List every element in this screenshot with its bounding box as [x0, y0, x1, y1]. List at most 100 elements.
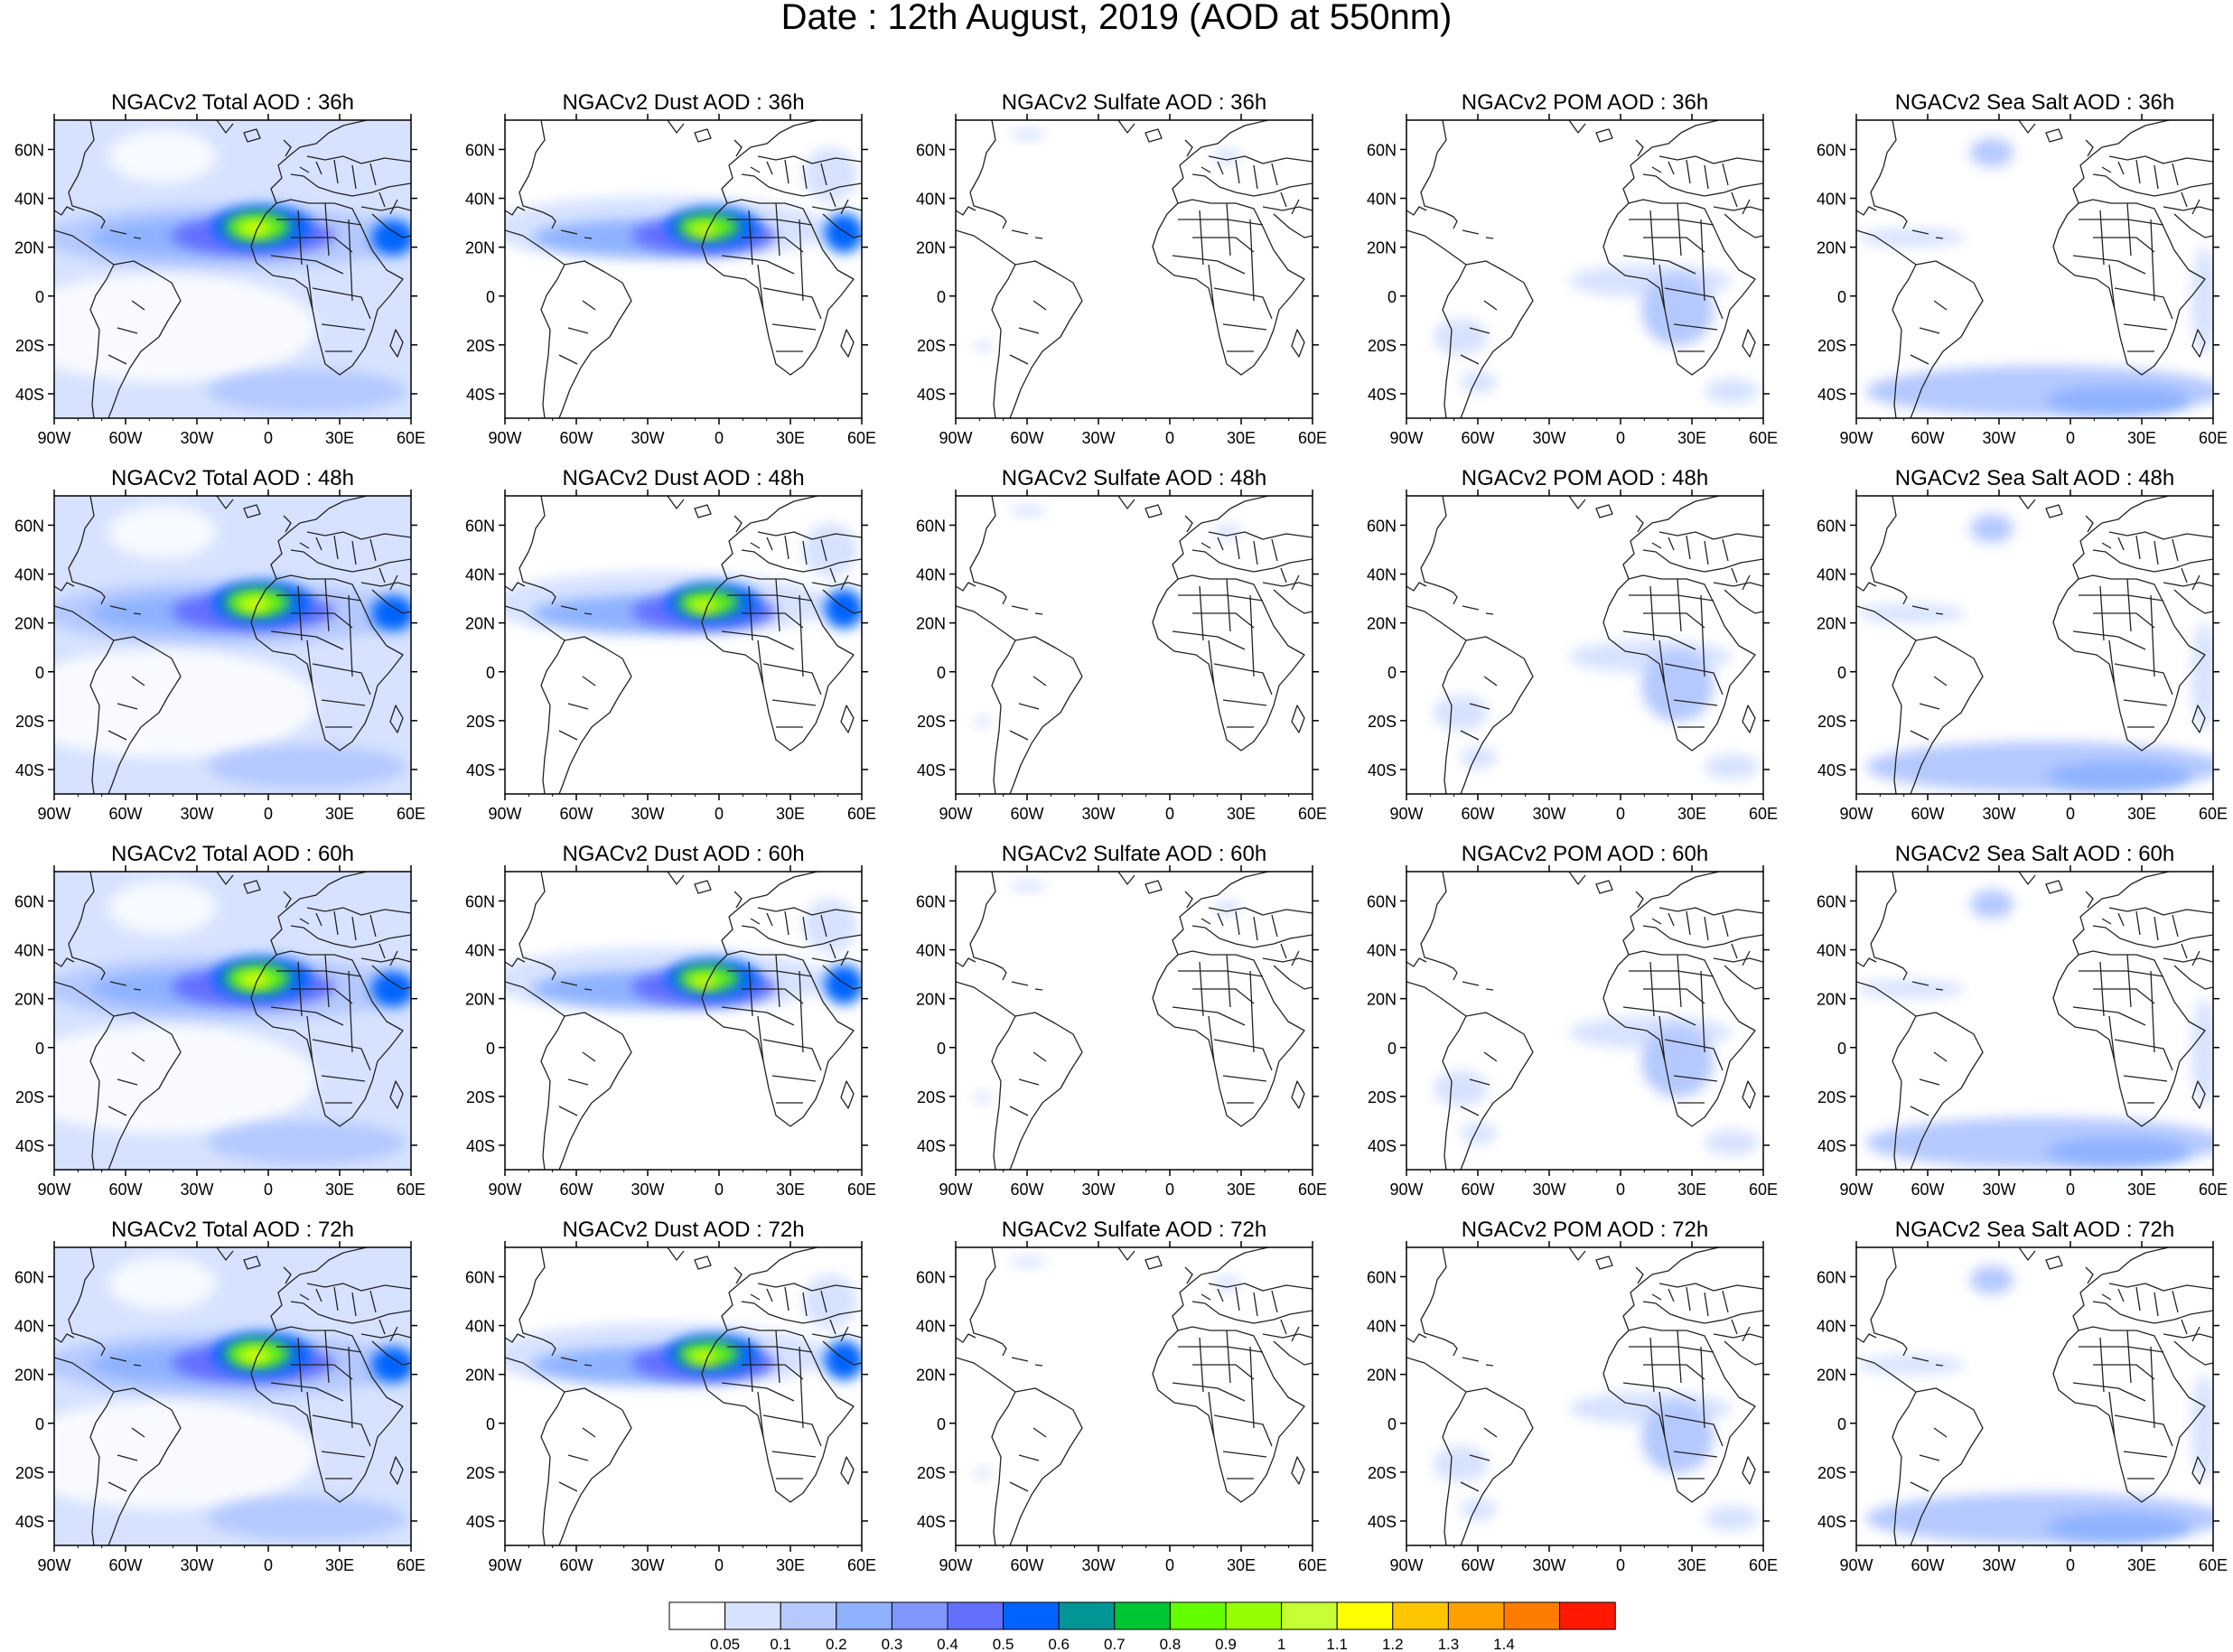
lat-tick-label: 40N [1367, 942, 1397, 960]
lon-tick-label: 90W [37, 1181, 70, 1199]
lat-tick-label: 40S [917, 761, 946, 779]
lat-tick-label: 20N [14, 1367, 44, 1385]
colorbar-swatch [1114, 1601, 1171, 1630]
map-frame [1406, 119, 1764, 419]
lon-tick-label: 30E [1677, 805, 1706, 823]
lat-tick-label: 20S [15, 1088, 44, 1106]
lat-tick-label: 40N [1367, 1318, 1397, 1336]
lon-tick-label: 30W [1532, 1556, 1565, 1574]
lat-tick-label: 20N [1367, 615, 1397, 633]
lat-tick-label: 60N [916, 517, 946, 535]
lat-tick-label: 40N [14, 191, 44, 209]
map-panel-pom-48h: NGACv2 POM AOD : 48h 60N 40N 20N 0 20S 40S 90W 6… [1367, 466, 1778, 823]
lat-tick-label: 40S [1817, 1137, 1846, 1155]
lon-tick-label: 60W [1010, 429, 1043, 447]
map-panel-dust-60h: NGACv2 Dust AOD : 60h 60N 40N 20N 0 20S 40S 90W… [465, 842, 876, 1199]
lon-tick-label: 90W [488, 429, 521, 447]
lon-tick-label: 60W [1911, 805, 1944, 823]
lat-tick-label: 0 [35, 288, 44, 306]
colorbar-label: 0.5 [993, 1636, 1014, 1652]
colorbar-swatch [836, 1601, 892, 1630]
lat-tick-label: 40N [465, 942, 495, 960]
map-frame [504, 871, 863, 1171]
map-panel-dust-72h: NGACv2 Dust AOD : 72h 60N 40N 20N 0 20S 40S 90W… [465, 1218, 876, 1574]
lat-tick-label: 20S [917, 713, 946, 731]
lon-tick-label: 30W [1532, 429, 1565, 447]
lon-tick-label: 0 [715, 805, 724, 823]
panel-title: NGACv2 POM AOD : 36h [1462, 90, 1708, 115]
lat-tick-label: 20S [466, 713, 495, 731]
lat-tick-label: 40N [465, 1318, 495, 1336]
lon-tick-label: 60W [1010, 805, 1043, 823]
colorbar-swatch [1058, 1601, 1116, 1630]
colorbar-label: 1 [1277, 1636, 1285, 1652]
lat-tick-label: 20N [14, 991, 44, 1009]
lat-tick-label: 40N [14, 1318, 44, 1336]
lon-tick-label: 90W [939, 805, 972, 823]
lon-tick-label: 60E [397, 1556, 425, 1574]
colorbar-swatch [668, 1601, 726, 1630]
lon-tick-label: 60W [108, 1556, 142, 1574]
lat-tick-label: 20S [1368, 337, 1397, 355]
lon-tick-label: 0 [264, 1181, 273, 1199]
lon-tick-label: 60E [1749, 805, 1778, 823]
lon-tick-label: 90W [1839, 1556, 1873, 1574]
map-panel-dust-48h: NGACv2 Dust AOD : 48h 60N 40N 20N 0 20S 40S 90W… [465, 466, 876, 823]
lat-tick-label: 0 [1837, 1415, 1846, 1433]
lon-tick-label: 30E [325, 429, 354, 447]
lon-tick-label: 0 [2066, 429, 2075, 447]
lon-tick-label: 90W [1389, 1556, 1423, 1574]
lon-tick-label: 90W [37, 429, 70, 447]
lon-tick-label: 30E [2127, 1181, 2156, 1199]
lon-tick-label: 30E [1227, 429, 1256, 447]
colorbar-label: 0.8 [1160, 1636, 1182, 1652]
colorbar-label: 1.1 [1326, 1636, 1348, 1652]
panel-title: NGACv2 Total AOD : 48h [111, 466, 354, 490]
lat-tick-label: 20N [1817, 1367, 1846, 1385]
colorbar-swatch [947, 1601, 1004, 1630]
lat-tick-label: 60N [916, 141, 946, 159]
colorbar-swatch [1503, 1601, 1561, 1630]
panel-title: NGACv2 Sulfate AOD : 36h [1002, 90, 1266, 115]
panel-title: NGACv2 Dust AOD : 36h [562, 90, 804, 115]
lat-tick-label: 20S [1368, 713, 1397, 731]
lat-tick-label: 20N [1817, 239, 1846, 257]
lat-tick-label: 60N [1817, 1268, 1846, 1286]
lon-tick-label: 0 [1165, 1556, 1174, 1574]
lon-tick-label: 90W [488, 805, 521, 823]
lat-tick-label: 40S [15, 761, 44, 779]
lon-tick-label: 60E [2199, 1181, 2228, 1199]
lon-tick-label: 60E [2199, 805, 2228, 823]
lat-tick-label: 20S [1368, 1088, 1397, 1106]
aod-field [9, 496, 415, 794]
lat-tick-label: 20S [15, 337, 44, 355]
lat-tick-label: 0 [35, 1040, 44, 1058]
lat-tick-label: 0 [486, 1040, 495, 1058]
colorbar-label: 1.4 [1493, 1636, 1515, 1652]
lon-tick-label: 60W [1911, 1181, 1944, 1199]
lon-tick-label: 60W [108, 429, 142, 447]
colorbar-swatch [1281, 1601, 1338, 1630]
panel-title: NGACv2 POM AOD : 60h [1462, 842, 1708, 866]
lon-tick-label: 30E [325, 1181, 354, 1199]
lon-tick-label: 30W [180, 429, 213, 447]
lon-tick-label: 60W [108, 1181, 142, 1199]
map-frame [1406, 871, 1764, 1171]
panel-title: NGACv2 Sulfate AOD : 48h [1002, 466, 1266, 490]
map-frame [53, 495, 412, 795]
lon-tick-label: 60W [1010, 1556, 1043, 1574]
lon-tick-label: 60E [397, 805, 425, 823]
lat-tick-label: 0 [1837, 1040, 1846, 1058]
colorbar-label: 0.4 [937, 1636, 958, 1652]
lat-tick-label: 20N [916, 1367, 946, 1385]
lon-tick-label: 60E [1298, 429, 1327, 447]
lat-tick-label: 0 [1837, 664, 1846, 682]
lat-tick-label: 40S [15, 1513, 44, 1531]
panel-title: NGACv2 Dust AOD : 60h [562, 842, 804, 866]
map-frame [955, 1246, 1313, 1546]
lon-tick-label: 30W [631, 1556, 664, 1574]
lon-tick-label: 90W [939, 429, 972, 447]
lon-tick-label: 0 [2066, 805, 2075, 823]
lat-tick-label: 40S [466, 761, 495, 779]
lon-tick-label: 30E [1227, 805, 1256, 823]
